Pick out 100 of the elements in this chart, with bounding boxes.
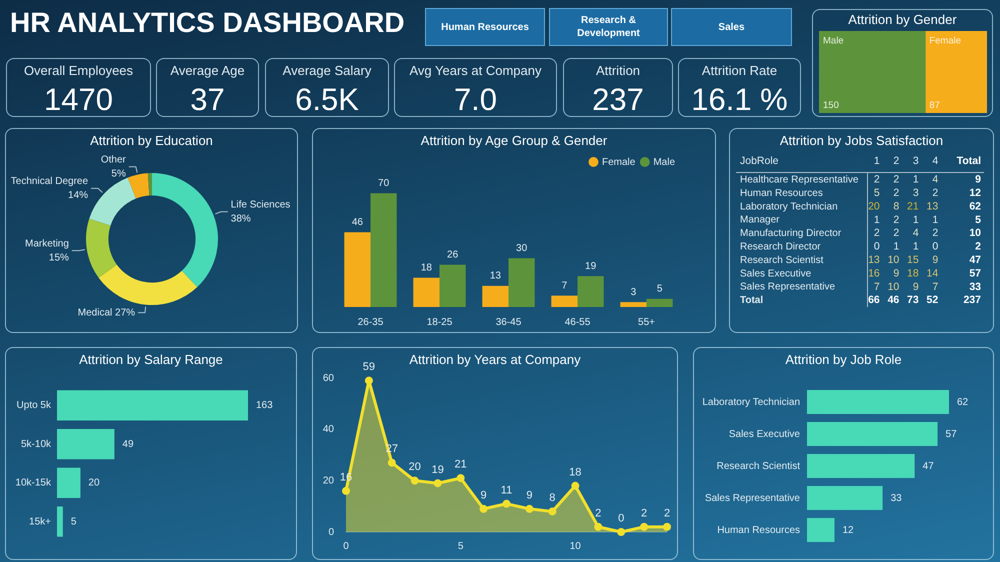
x-tick-label: 55+ <box>638 316 656 328</box>
data-label: 9 <box>480 489 487 502</box>
category-label: Male <box>823 35 844 46</box>
y-tick-label: Human Resources <box>740 188 823 199</box>
y-tick-label: Research Scientist <box>716 460 800 472</box>
y-tick-label: Laboratory Technician <box>740 201 838 212</box>
data-label: 26 <box>447 250 459 260</box>
x-tick-label: 2 <box>893 154 900 167</box>
data-label: 1 <box>912 214 919 226</box>
legend-label: Male <box>653 156 676 168</box>
data-label: 62 <box>957 396 969 408</box>
chart-title: Attrition by Education <box>90 133 213 148</box>
data-label: 46 <box>352 217 364 228</box>
data-label: 16 <box>868 267 880 280</box>
data-label: 4 <box>912 227 919 240</box>
chart-title: Attrition by Job Role <box>785 352 902 367</box>
data-label: 15 <box>907 254 919 266</box>
data-label: 47 <box>922 460 934 472</box>
data-label: 2 <box>932 227 938 240</box>
x-tick-label: 10 <box>570 540 582 552</box>
data-label: 2 <box>893 174 900 186</box>
data-label: 2 <box>975 240 982 253</box>
text: Average Salary <box>282 63 372 78</box>
data-label: 2 <box>893 214 900 226</box>
data-label: 70 <box>378 178 390 189</box>
chart-title: Attrition by Age Group & Gender <box>420 133 608 148</box>
data-label: 3 <box>630 286 637 298</box>
data-label: 12 <box>842 524 854 536</box>
data-label: 2 <box>595 507 602 520</box>
data-label: 20 <box>868 200 880 212</box>
data-label: 38% <box>230 214 251 225</box>
filter-button: Human Resources <box>425 8 545 46</box>
data-label: 7 <box>562 280 568 292</box>
data-label: 47 <box>969 254 982 266</box>
data-label: 0 <box>932 240 938 253</box>
data-label: 9 <box>912 280 919 293</box>
data-label: 5 <box>874 186 880 199</box>
data-label: 10 <box>888 280 900 293</box>
data-label: 19 <box>585 260 597 272</box>
y-tick-label: Sales Representative <box>740 282 836 293</box>
data-label: 9 <box>893 267 900 280</box>
x-tick-label: 5 <box>458 540 464 552</box>
data-label: 9 <box>932 254 938 266</box>
data-label: 18 <box>907 267 919 280</box>
data-label: 2 <box>664 507 670 520</box>
data-label: 2 <box>641 507 648 520</box>
slice-label: Life Sciences <box>230 200 290 211</box>
data-label: 57 <box>969 267 982 280</box>
data-label: 8 <box>549 492 556 504</box>
x-tick-label: 46-55 <box>564 316 591 328</box>
y-tick-label: Sales Representative <box>704 492 800 504</box>
legend-label: Female <box>602 156 636 168</box>
x-tick-label: 3 <box>912 154 919 167</box>
data-label: 33 <box>969 280 982 293</box>
chart-title: Attrition by Years at Company <box>409 352 581 367</box>
y-tick-label: 15k+ <box>29 516 52 528</box>
x-tick-label: 26-35 <box>358 316 384 328</box>
y-tick-label: Sales Executive <box>728 428 800 440</box>
y-tick-label: Research Scientist <box>740 254 824 266</box>
data-label: 52 <box>926 294 938 306</box>
data-label: 15% <box>48 252 70 264</box>
slice-label: Medical 27% <box>78 307 136 318</box>
data-label: 21 <box>454 458 467 471</box>
data-label: 62 <box>969 200 982 212</box>
y-tick-label: 10k-15k <box>15 478 52 489</box>
data-label: 8 <box>893 200 900 212</box>
data-label: 19 <box>432 464 444 476</box>
data-label: 87 <box>929 100 940 111</box>
data-label: 5 <box>70 516 77 528</box>
slice-label: Marketing <box>25 238 69 250</box>
data-label: 237 <box>963 294 982 306</box>
data-label: 20 <box>88 478 100 489</box>
text: 7.0 <box>454 82 498 117</box>
y-tick-label: 20 <box>322 475 334 486</box>
data-label: 150 <box>823 100 839 111</box>
data-label: 163 <box>256 400 274 412</box>
text: Attrition <box>596 63 640 78</box>
chart-title: Attrition by Jobs Satisfaction <box>780 133 944 148</box>
data-label: 11 <box>500 484 512 496</box>
y-axis-title: JobRole <box>740 154 779 167</box>
y-tick-label: Laboratory Technician <box>702 396 800 408</box>
text: Attrition Rate <box>702 63 778 78</box>
text: Average Age <box>170 63 245 78</box>
data-label: 57 <box>946 428 958 440</box>
data-label: 30 <box>516 243 528 254</box>
data-label: 9 <box>975 174 982 186</box>
y-tick-label: 60 <box>322 372 334 384</box>
x-tick-label: 36-45 <box>496 316 522 328</box>
x-tick-label: 1 <box>874 154 880 167</box>
data-label: 9 <box>526 489 532 502</box>
text: 1470 <box>44 82 113 117</box>
data-label: 1 <box>893 240 900 253</box>
data-label: 14% <box>68 190 88 202</box>
slice-label: Technical Degree <box>10 176 88 188</box>
y-tick-label: 0 <box>328 526 334 538</box>
x-tick-label: Total <box>956 154 982 167</box>
data-label: 7 <box>932 280 938 293</box>
data-label: 2 <box>893 186 900 199</box>
text: Avg Years at Company <box>409 63 542 78</box>
data-label: 2 <box>893 227 900 240</box>
